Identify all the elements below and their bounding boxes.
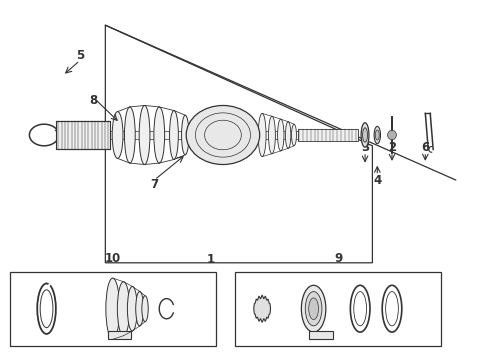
Ellipse shape (258, 113, 266, 157)
Polygon shape (254, 295, 270, 323)
Ellipse shape (142, 296, 148, 322)
Ellipse shape (186, 105, 260, 165)
Ellipse shape (154, 107, 165, 163)
Ellipse shape (375, 130, 379, 140)
Ellipse shape (374, 126, 381, 144)
Text: 7: 7 (150, 178, 158, 191)
Ellipse shape (136, 292, 144, 326)
Ellipse shape (361, 123, 369, 147)
Ellipse shape (112, 112, 123, 158)
Ellipse shape (181, 115, 189, 155)
Text: 3: 3 (361, 141, 369, 154)
Text: 1: 1 (207, 253, 215, 266)
Ellipse shape (363, 128, 368, 142)
Ellipse shape (277, 119, 284, 151)
Ellipse shape (269, 116, 275, 154)
Ellipse shape (305, 292, 322, 326)
Bar (108, 331, 131, 339)
Text: 5: 5 (76, 49, 84, 62)
Text: 6: 6 (421, 141, 429, 154)
Text: 9: 9 (334, 252, 342, 265)
Ellipse shape (139, 105, 150, 165)
Bar (10, 272, 216, 346)
Text: 4: 4 (373, 174, 381, 186)
Ellipse shape (301, 285, 326, 332)
Ellipse shape (388, 130, 396, 140)
Bar (235, 272, 441, 346)
Ellipse shape (292, 124, 296, 146)
Text: 2: 2 (388, 141, 396, 154)
Ellipse shape (106, 278, 120, 339)
Bar (56, 121, 110, 149)
Ellipse shape (170, 111, 178, 159)
Ellipse shape (118, 282, 129, 336)
Bar (309, 331, 333, 339)
Text: 8: 8 (89, 94, 97, 107)
Text: 10: 10 (104, 252, 121, 265)
Ellipse shape (309, 298, 318, 320)
Bar (110, 131, 343, 139)
Ellipse shape (285, 122, 291, 148)
Bar (298, 129, 358, 141)
Ellipse shape (124, 107, 135, 163)
Ellipse shape (127, 287, 137, 331)
